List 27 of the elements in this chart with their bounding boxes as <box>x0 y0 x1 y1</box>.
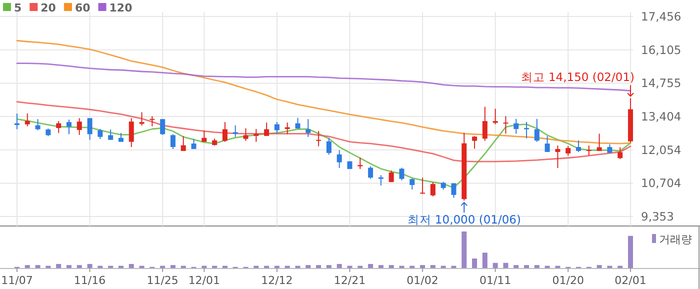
y-tick-label: 14,755 <box>641 76 682 90</box>
x-tick-label: 11/07 <box>1 274 33 287</box>
x-tick-label: 01/11 <box>479 274 512 287</box>
y-tick-label: 13,404 <box>641 110 682 124</box>
legend-label: 20 <box>40 2 56 14</box>
annotation: 최고 14,150 (02/01) <box>520 70 634 97</box>
legend-label: 60 <box>74 2 91 14</box>
y-tick-label: 9,353 <box>641 210 674 224</box>
legend-label: 거래량 <box>659 233 692 246</box>
x-tick-label: 11/16 <box>74 274 106 287</box>
x-tick-label: 12/21 <box>334 274 366 287</box>
x-tick-label: 01/20 <box>552 274 584 287</box>
x-tick-label: 12/12 <box>261 274 293 287</box>
y-tick-label: 12,054 <box>641 142 682 157</box>
annotation: 최저 10,000 (01/06) <box>407 202 521 227</box>
legend-label: 5 <box>14 2 22 14</box>
y-tick-label: 17,456 <box>641 10 682 24</box>
legend: 거래량 <box>652 233 692 246</box>
y-tick-label: 10,704 <box>641 176 682 190</box>
legend-label: 120 <box>109 2 133 14</box>
x-tick-label: 01/02 <box>406 274 438 287</box>
annotation: 최저 10,000 (01/06) <box>407 212 521 227</box>
x-tick-label: 11/25 <box>146 274 178 287</box>
x-tick-label: 12/01 <box>188 274 220 287</box>
y-tick-label: 16,105 <box>641 42 682 57</box>
annotation: 최고 14,150 (02/01) <box>520 70 634 84</box>
x-tick-label: 02/01 <box>614 274 646 287</box>
